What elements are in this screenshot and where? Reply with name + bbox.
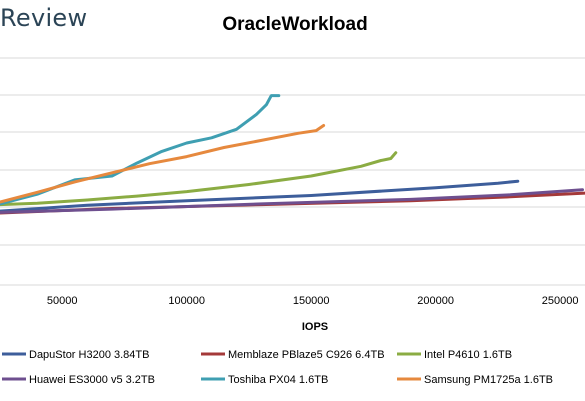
x-tick-label-2: 150000	[293, 295, 330, 307]
x-axis-ticks: 50000 100000 150000 200000 250000	[47, 295, 579, 307]
legend-label-3: Huawei ES3000 v5 3.2TB	[29, 374, 155, 386]
series-line-0	[0, 179, 520, 213]
series-line-2	[0, 151, 398, 207]
brand-logo-text: Review	[0, 4, 88, 32]
series-lines	[0, 94, 585, 215]
x-tick-label-3: 200000	[417, 295, 454, 307]
legend-label-0: DapuStor H3200 3.84TB	[29, 349, 149, 361]
series-line-4	[0, 94, 281, 206]
chart-title: OracleWorkload	[222, 14, 368, 35]
legend-label-4: Toshiba PX04 1.6TB	[228, 374, 328, 386]
series-line-3	[0, 188, 584, 214]
x-tick-label-1: 100000	[168, 295, 205, 307]
x-tick-label-0: 50000	[47, 295, 78, 307]
legend-label-1: Memblaze PBlaze5 C926 6.4TB	[228, 349, 385, 361]
x-tick-label-4: 250000	[542, 295, 579, 307]
legend: DapuStor H3200 3.84TB Memblaze PBlaze5 C9…	[2, 349, 553, 386]
gridlines	[0, 57, 585, 286]
legend-label-2: Intel P4610 1.6TB	[424, 349, 512, 361]
x-axis-title: IOPS	[302, 321, 328, 333]
legend-label-5: Samsung PM1725a 1.6TB	[424, 374, 553, 386]
series-line-5	[0, 124, 326, 204]
